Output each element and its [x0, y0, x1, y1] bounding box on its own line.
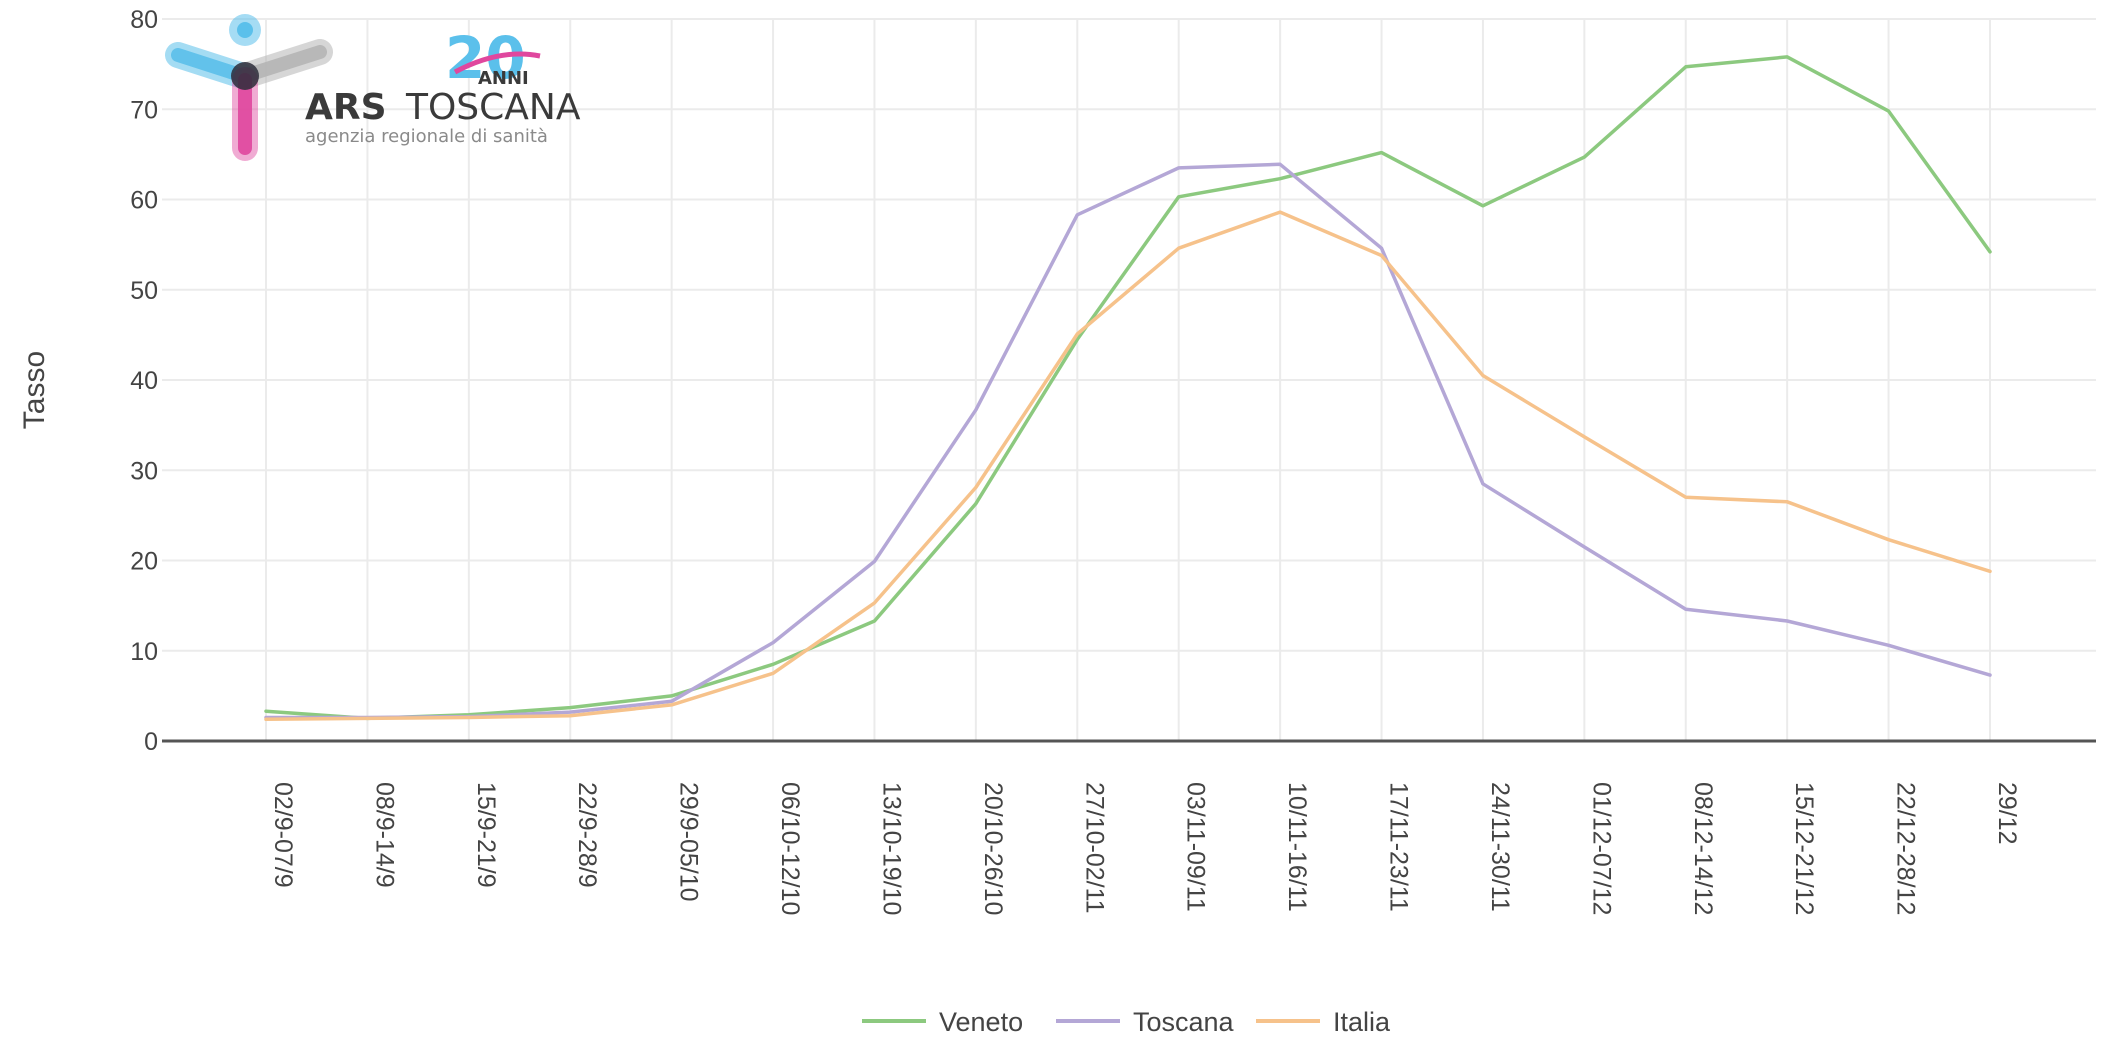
legend-label: Italia [1333, 1007, 1391, 1037]
x-tick-label: 29/9-05/10 [675, 782, 703, 902]
logo-anniversary-word: ANNI [478, 68, 529, 89]
x-tick-label: 17/11-23/11 [1385, 782, 1413, 912]
logo-swoosh-icon [453, 51, 541, 75]
y-tick-label: 30 [130, 457, 158, 485]
x-tick-label: 13/10-19/10 [877, 782, 905, 915]
y-tick-labels: 0 10 20 30 40 50 60 70 80 [130, 6, 158, 756]
y-tick-label: 20 [130, 548, 158, 576]
y-tick-label: 10 [130, 638, 158, 666]
svg-text:ARS TOSCANA: ARS TOSCANA [305, 87, 581, 128]
grid [162, 18, 2096, 741]
legend-item-veneto[interactable]: Veneto [862, 1007, 1023, 1037]
series-line-italia [264, 210, 1992, 722]
legend-item-toscana[interactable]: Toscana [1056, 1007, 1235, 1037]
x-tick-label: 08/12-14/12 [1689, 782, 1717, 915]
legend: Veneto Toscana Italia [862, 1007, 1391, 1037]
x-tick-label: 27/10-02/11 [1080, 782, 1108, 914]
x-tick-label: 15/12-21/12 [1790, 782, 1818, 915]
logo-name: ARS TOSCANA [305, 87, 581, 128]
x-tick-label: 01/12-07/12 [1587, 782, 1615, 915]
y-tick-label: 60 [130, 187, 158, 215]
x-tick-label: 29/12 [1993, 782, 2021, 845]
x-tick-label: 24/11-30/11 [1486, 782, 1514, 912]
logo-name-bold: ARS [305, 87, 387, 128]
x-tick-label: 06/10-12/10 [776, 782, 804, 915]
y-tick-label: 70 [130, 96, 158, 124]
logo-tagline: agenzia regionale di sanità [305, 126, 548, 147]
y-tick-label: 0 [144, 728, 158, 756]
x-tick-label: 08/9-14/9 [370, 782, 398, 888]
series-line-veneto [264, 55, 1992, 721]
series-lines [264, 55, 1992, 722]
y-tick-label: 50 [130, 277, 158, 305]
x-tick-label: 20/10-26/10 [979, 782, 1007, 915]
legend-label: Veneto [939, 1007, 1023, 1037]
y-tick-label: 80 [130, 6, 158, 34]
x-tick-label: 03/11-09/11 [1182, 782, 1210, 912]
x-tick-label: 22/9-28/9 [573, 782, 601, 888]
y-axis-title: Tasso [18, 351, 51, 429]
series-line-toscana [264, 162, 1992, 720]
x-tick-label: 22/12-28/12 [1892, 782, 1920, 915]
legend-item-italia[interactable]: Italia [1256, 1007, 1391, 1037]
ars-toscana-logo: 20 ANNI ARS TOSCANA agenzia regionale di… [165, 14, 581, 161]
x-tick-label: 02/9-07/9 [269, 782, 297, 888]
legend-label: Toscana [1133, 1007, 1235, 1037]
x-tick-labels: 02/9-07/9 08/9-14/9 15/9-21/9 22/9-28/9 29/9… [269, 782, 2021, 915]
logo-name-regular: TOSCANA [405, 87, 581, 128]
x-tick-label: 10/11-16/11 [1283, 782, 1311, 912]
x-tick-label: 15/9-21/9 [472, 782, 500, 888]
y-tick-label: 40 [130, 367, 158, 395]
logo-mark-icon [165, 14, 333, 161]
